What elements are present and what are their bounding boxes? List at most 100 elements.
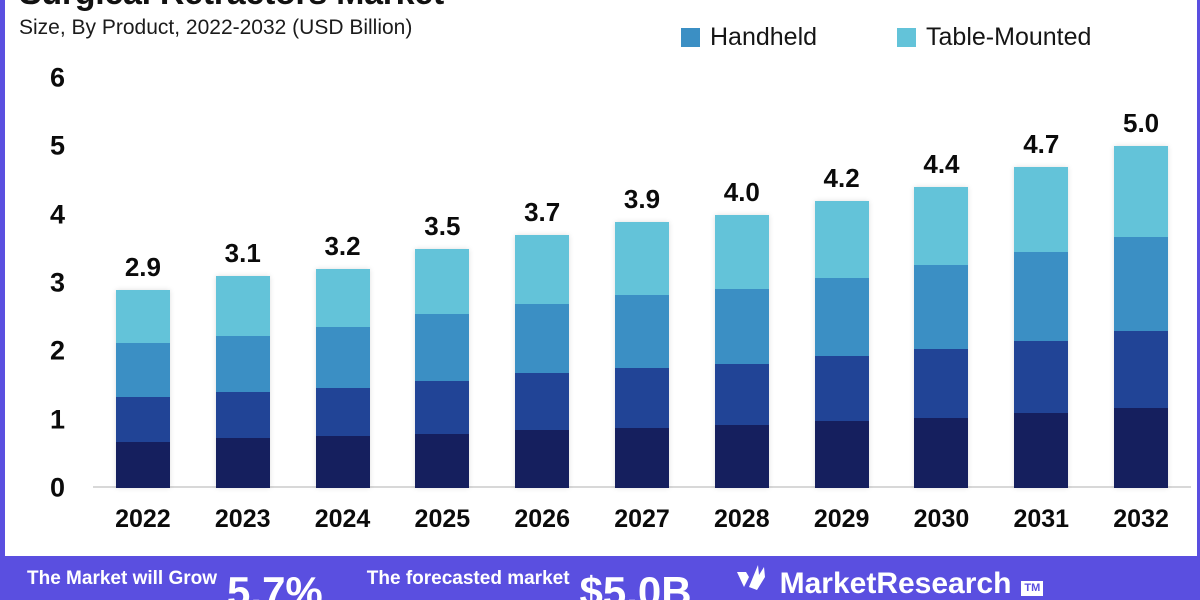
bar-segment[interactable]	[1114, 408, 1169, 488]
bar-group[interactable]: 2.9	[115, 78, 170, 488]
x-axis-label: 2023	[214, 505, 271, 533]
bar-group[interactable]: 3.7	[515, 78, 570, 488]
legend-item: Handheld	[681, 25, 817, 50]
y-axis-tick: 1	[49, 404, 65, 435]
flame-check-logo-icon	[736, 565, 765, 590]
chart-legend: Handheld Table-Mounted	[681, 25, 1091, 50]
stacked-bar[interactable]	[1014, 166, 1069, 488]
bar-segment[interactable]	[814, 356, 869, 422]
stacked-bar[interactable]	[115, 289, 170, 488]
bar-segment[interactable]	[1114, 330, 1169, 409]
page-title: Surgical Retractors Market	[19, 0, 1197, 12]
bar-segment[interactable]	[315, 326, 370, 389]
bar-segment[interactable]	[814, 421, 869, 488]
bar-segment[interactable]	[814, 201, 869, 278]
bar-segment[interactable]	[515, 303, 570, 374]
stacked-bar[interactable]	[415, 248, 470, 488]
bar-segment[interactable]	[615, 368, 669, 428]
bar-segment[interactable]	[415, 380, 470, 435]
bar-segment[interactable]	[714, 425, 769, 488]
x-axis-label: 2032	[1113, 505, 1169, 533]
bar-segment[interactable]	[1014, 166, 1069, 253]
bar-segment[interactable]	[814, 277, 869, 357]
bar-value-label: 4.4	[923, 149, 960, 180]
stacked-bar[interactable]	[714, 214, 769, 488]
y-axis-tick: 5	[49, 130, 65, 161]
bar-segment[interactable]	[615, 221, 669, 296]
stacked-bar[interactable]	[615, 221, 669, 488]
bar-segment[interactable]	[1014, 412, 1069, 488]
y-axis-tick: 6	[49, 62, 65, 93]
y-axis-tick: 2	[49, 335, 65, 366]
footer-banner: The Market will Grow 5.7% The forecasted…	[5, 556, 1197, 600]
bar-segment[interactable]	[1114, 236, 1169, 331]
bar-value-label: 3.1	[224, 238, 261, 269]
bar-segment[interactable]	[914, 349, 969, 418]
x-axis-label: 2022	[115, 505, 171, 533]
bar-segment[interactable]	[515, 429, 570, 488]
bar-segment[interactable]	[315, 436, 370, 488]
bar-segment[interactable]	[415, 314, 470, 381]
legend-swatch	[681, 28, 700, 47]
legend-label: Handheld	[710, 23, 818, 51]
bar-value-label: 2.9	[124, 251, 161, 282]
bar-group[interactable]: 4.0	[714, 78, 769, 488]
bar-segment[interactable]	[115, 343, 170, 398]
bar-segment[interactable]	[1014, 341, 1069, 413]
bar-segment[interactable]	[1114, 146, 1169, 237]
bar-segment[interactable]	[415, 434, 470, 488]
x-axis-labels: 2022 2023 2024 2025 2026 2027 2028 2029 2030 2031…	[93, 505, 1193, 545]
forecast-stat: The forecasted market $5.0B	[367, 557, 692, 600]
bar-segment[interactable]	[515, 235, 570, 304]
bar-value-label: 3.7	[524, 197, 561, 228]
stacked-bar[interactable]	[1114, 146, 1169, 488]
bar-segment[interactable]	[115, 441, 170, 488]
bar-group[interactable]: 3.5	[415, 78, 470, 488]
bar-segment[interactable]	[215, 392, 270, 439]
x-axis-label: 2030	[913, 505, 970, 533]
x-axis-label: 2031	[1013, 505, 1070, 533]
y-axis-tick: 0	[49, 472, 65, 503]
x-axis-label: 2025	[414, 505, 471, 533]
bar-segment[interactable]	[215, 438, 270, 488]
cagr-stat: The Market will Grow 5.7%	[27, 557, 323, 600]
bar-segment[interactable]	[115, 397, 170, 442]
bar-group[interactable]: 5.0	[1114, 78, 1169, 488]
bar-segment[interactable]	[615, 427, 669, 488]
bar-segment[interactable]	[615, 295, 669, 369]
bar-segment[interactable]	[914, 417, 969, 488]
stacked-bar[interactable]	[914, 187, 969, 488]
bar-segment[interactable]	[315, 388, 370, 437]
bar-group[interactable]: 4.7	[1014, 78, 1069, 488]
stacked-bar[interactable]	[814, 201, 869, 488]
stacked-bar[interactable]	[515, 235, 570, 488]
bar-segment[interactable]	[714, 289, 769, 364]
bar-segment[interactable]	[315, 269, 370, 327]
bar-segment[interactable]	[215, 335, 270, 393]
bar-group[interactable]: 4.4	[914, 78, 969, 488]
stacked-bar[interactable]	[315, 269, 370, 488]
bar-segment[interactable]	[714, 363, 769, 426]
bar-segment[interactable]	[914, 187, 969, 266]
bar-group[interactable]: 3.9	[615, 78, 669, 488]
legend-swatch	[897, 28, 917, 47]
bar-value-label: 3.2	[324, 231, 361, 262]
plot-area: 2.9 3.1 3.2 3.5 3.7 3.9 4.0 4.2 4.4 4.7 5.0	[93, 78, 1193, 488]
bar-segment[interactable]	[515, 373, 570, 430]
bar-segment[interactable]	[1014, 252, 1069, 342]
bar-segment[interactable]	[914, 265, 969, 350]
bar-segment[interactable]	[415, 248, 470, 315]
bar-value-label: 3.5	[424, 210, 461, 241]
y-axis-tick: 3	[49, 267, 65, 298]
bar-value-label: 4.2	[823, 163, 860, 193]
chart-header: Surgical Retractors Market Size, By Prod…	[5, 0, 1197, 58]
bar-group[interactable]: 4.2	[814, 78, 869, 488]
bar-group[interactable]: 3.1	[215, 78, 270, 488]
bar-segment[interactable]	[215, 276, 270, 336]
stacked-bar[interactable]	[215, 276, 270, 488]
bar-segment[interactable]	[714, 214, 769, 290]
bar-segment[interactable]	[115, 289, 170, 344]
bar-group[interactable]: 3.2	[315, 78, 370, 488]
x-axis-label: 2027	[614, 505, 670, 533]
